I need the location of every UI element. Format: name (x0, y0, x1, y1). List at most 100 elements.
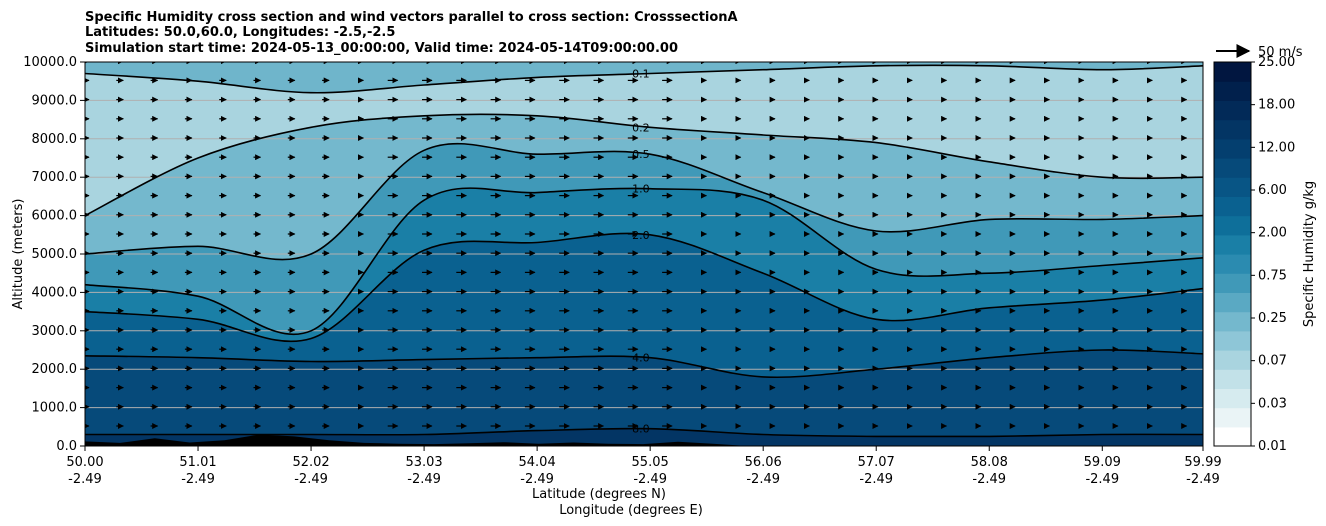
colorbar-segment (1214, 407, 1251, 428)
contour-line-2.0 (85, 232, 1203, 343)
y-tick-label: 1000.0 (32, 401, 78, 416)
y-tick-label: 10000.0 (23, 55, 77, 70)
colorbar-label: Specific Humidity g/kg (1302, 181, 1317, 327)
contour-line-0.5 (85, 142, 1203, 261)
x-tick-label-latitude: 54.04 (519, 455, 556, 470)
x-tick-label-latitude: 58.08 (971, 455, 1008, 470)
colorbar-segment (1214, 81, 1251, 101)
colorbar-tick-label: 0.01 (1258, 439, 1287, 454)
x-tick-label-latitude: 53.03 (405, 455, 442, 470)
grid-lines (85, 62, 1203, 446)
colorbar-tick-label: 18.00 (1258, 98, 1295, 113)
contour-labels: 0.1 0.2 0.5 1.0 2.0 4.0 8.0 (632, 68, 650, 436)
contour-label: 4.0 (632, 352, 650, 365)
colorbar-frame (1213, 61, 1252, 447)
terrain-silhouette (85, 434, 957, 446)
x-tick-label-longitude: -2.49 (633, 472, 667, 487)
humidity-band-8.0 (85, 428, 1203, 446)
y-tick-label: 8000.0 (32, 132, 78, 147)
y-tick-label: 0.0 (56, 439, 77, 454)
colorbar-tick-label: 25.00 (1258, 55, 1295, 70)
reference-vector-label: 50 m/s (1258, 45, 1303, 60)
colorbar-segment (1214, 138, 1251, 159)
colorbar-tick-label: 2.00 (1258, 226, 1287, 241)
chart-title-line-3: Simulation start time: 2024-05-13_00:00:… (85, 41, 678, 56)
y-axis-label: Altitude (meters) (11, 199, 26, 310)
colorbar-segment (1214, 234, 1251, 255)
y-tick-label: 9000.0 (32, 93, 78, 108)
y-tick-label: 3000.0 (32, 324, 78, 339)
colorbar-segment (1214, 254, 1251, 274)
y-axis-ticks: 0.0 1000.0 2000.0 3000.0 4000.0 5000.0 6000.0 7… (23, 55, 85, 454)
y-tick-label: 7000.0 (32, 170, 78, 185)
x-tick-label-longitude: -2.49 (520, 472, 554, 487)
colorbar-segment (1214, 273, 1251, 293)
x-tick-label-longitude: -2.49 (407, 472, 441, 487)
contour-label: 0.5 (632, 148, 650, 161)
colorbar-tick-label: 0.25 (1258, 311, 1287, 326)
colorbar-tick-label: 0.07 (1258, 354, 1287, 369)
contour-label: 2.0 (632, 229, 650, 242)
wind-vectors (85, 62, 1188, 429)
x-tick-label-longitude: -2.49 (68, 472, 102, 487)
x-tick-label-longitude: -2.49 (1085, 472, 1119, 487)
contour-label: 0.2 (632, 121, 650, 134)
x-tick-label-latitude: 50.00 (66, 455, 103, 470)
x-tick-label-latitude: 55.05 (632, 455, 669, 470)
contour-lines (85, 64, 1203, 438)
colorbar-ticks: 0.01 0.03 0.07 0.25 0.75 2.00 6.00 12.00 18.00 25… (1251, 55, 1295, 454)
colorbar-segment (1214, 100, 1251, 121)
colorbar-segment (1214, 330, 1251, 351)
colorbar-segment (1214, 369, 1251, 389)
y-tick-label: 2000.0 (32, 362, 78, 377)
contour-line-8.0 (85, 427, 1203, 438)
colorbar-tick-label: 6.00 (1258, 183, 1287, 198)
x-axis-ticks: 50.00 -2.49 51.01 -2.49 52.02 -2.49 53.03 -2.49… (66, 446, 1222, 487)
contour-label: 8.0 (632, 423, 650, 436)
colorbar-segment (1214, 158, 1251, 178)
x-tick-label-longitude: -2.49 (1186, 472, 1220, 487)
x-tick-label-latitude: 57.07 (858, 455, 895, 470)
colorbar-segment (1214, 62, 1251, 82)
colorbar-segment (1214, 292, 1251, 313)
chart-title-line-1: Specific Humidity cross section and wind… (85, 10, 738, 25)
humidity-fill-bands (85, 65, 1203, 446)
x-tick-label-longitude: -2.49 (859, 472, 893, 487)
contour-line-0.1 (85, 64, 1203, 94)
colorbar-segment (1214, 311, 1251, 332)
colorbar-segment (1214, 215, 1251, 236)
x-tick-label-latitude: 59.09 (1084, 455, 1121, 470)
colorbar-segment (1214, 426, 1251, 447)
colorbar-segment (1214, 196, 1251, 217)
x-axis-label-latitude: Latitude (degrees N) (532, 487, 666, 502)
terrain (85, 434, 957, 446)
colorbar-segment (1214, 388, 1251, 409)
colorbar-tick-label: 12.00 (1258, 140, 1295, 155)
contour-line-4.0 (85, 349, 1203, 379)
x-tick-label-latitude: 59.99 (1184, 455, 1221, 470)
colorbar-segment (1214, 119, 1251, 140)
x-tick-label-latitude: 51.01 (179, 455, 216, 470)
contour-line-0.2 (85, 113, 1203, 217)
contour-label: 0.1 (632, 68, 650, 81)
x-tick-label-latitude: 52.02 (292, 455, 329, 470)
x-tick-label-longitude: -2.49 (972, 472, 1006, 487)
colorbar-tick-label: 0.75 (1258, 268, 1287, 283)
colorbar-segment (1214, 177, 1251, 197)
x-tick-label-longitude: -2.49 (746, 472, 780, 487)
contour-label: 1.0 (632, 183, 650, 196)
colorbar-tick-label: 0.03 (1258, 396, 1287, 411)
x-axis-label-longitude: Longitude (degrees E) (559, 503, 703, 518)
x-tick-label-latitude: 56.06 (745, 455, 782, 470)
colorbar-segment (1214, 350, 1251, 370)
humidity-band-4.0 (85, 349, 1203, 446)
x-tick-label-longitude: -2.49 (294, 472, 328, 487)
y-tick-label: 6000.0 (32, 209, 78, 224)
colorbar (1214, 62, 1251, 447)
y-tick-label: 5000.0 (32, 247, 78, 262)
y-tick-label: 4000.0 (32, 285, 78, 300)
x-tick-label-longitude: -2.49 (181, 472, 215, 487)
chart-title-line-2: Latitudes: 50.0,60.0, Longitudes: -2.5,-… (85, 25, 395, 40)
plot-area: 0.1 0.2 0.5 1.0 2.0 4.0 8.0 (85, 62, 1203, 446)
